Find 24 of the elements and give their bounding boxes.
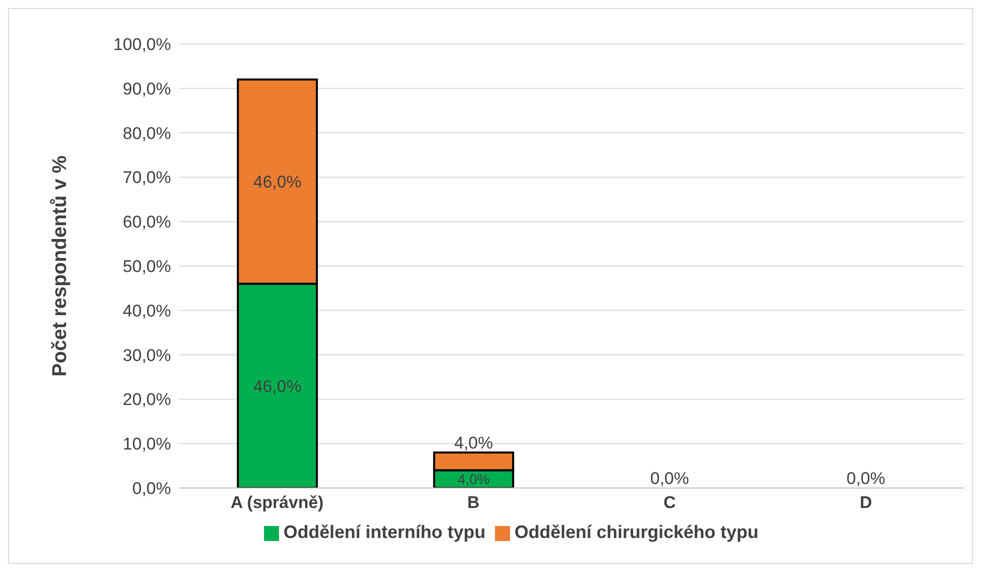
data-label: 46,0% [253,172,302,192]
y-tick-label: 100,0% [113,35,171,54]
y-tick-label: 30,0% [122,346,171,365]
y-tick-label: 80,0% [122,124,171,143]
legend-label: Oddělení chirurgického typu [514,522,759,542]
data-label: 0,0% [846,469,886,488]
y-axis-title: Počet respondentů v % [49,155,72,377]
x-tick-label: C [663,493,676,512]
y-tick-label: 50,0% [122,257,171,276]
y-tick-label: 90,0% [122,79,171,98]
x-tick-label: A (správně) [230,493,324,512]
data-label: 0,0% [650,469,689,488]
legend-label: Oddělení interního typu [283,522,486,542]
y-tick-label: 40,0% [122,301,171,320]
data-label: 4,0% [458,471,490,488]
y-tick-label: 10,0% [122,434,171,454]
x-tick-label: B [467,493,480,512]
y-tick-label: 60,0% [122,212,171,232]
data-label: 4,0% [454,433,493,452]
y-tick-label: 0,0% [132,479,171,498]
x-tick-label: D [860,493,872,512]
y-tick-label: 70,0% [122,168,171,188]
y-tick-label: 20,0% [122,390,171,410]
data-label: 46,0% [253,376,302,396]
